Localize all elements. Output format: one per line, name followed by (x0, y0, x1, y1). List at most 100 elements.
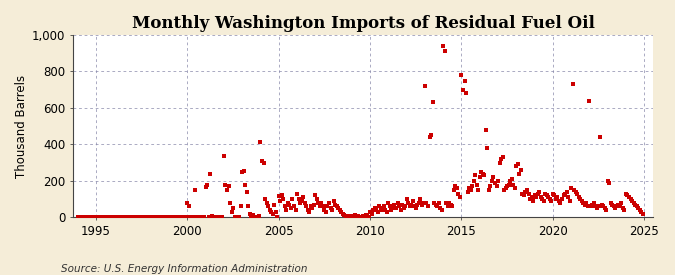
Point (188, 215, 199, 219)
Point (468, 179, 479, 183)
Point (194, 215, 205, 219)
Point (170, 215, 181, 219)
Point (130, 215, 141, 219)
Point (420, 84, 431, 88)
Point (340, 213, 351, 218)
Point (126, 215, 136, 219)
Point (213, 215, 223, 219)
Point (323, 200, 334, 205)
Point (205, 171, 215, 176)
Point (410, 206, 421, 210)
Point (487, 179, 497, 183)
Point (150, 215, 161, 219)
Point (113, 215, 124, 219)
Point (504, 182, 514, 187)
Point (198, 215, 209, 219)
Point (287, 197, 298, 201)
Point (356, 215, 367, 219)
Point (211, 215, 221, 219)
Point (404, 204, 415, 209)
Point (564, 199, 575, 203)
Point (572, 191, 583, 196)
Point (591, 206, 602, 210)
Point (448, 188, 459, 192)
Point (95, 215, 106, 219)
Point (497, 155, 508, 160)
Point (489, 180, 500, 185)
Point (508, 182, 518, 187)
Point (375, 206, 386, 210)
Point (331, 204, 342, 209)
Point (321, 210, 331, 214)
Point (249, 215, 260, 219)
Point (554, 199, 564, 203)
Point (86, 215, 97, 219)
Point (221, 188, 232, 192)
Point (608, 204, 619, 209)
Point (493, 179, 504, 183)
Point (369, 206, 380, 210)
Point (279, 204, 290, 209)
Point (583, 204, 593, 209)
Point (439, 49, 450, 54)
Point (555, 200, 566, 205)
Point (371, 208, 381, 212)
Point (182, 201, 193, 205)
Point (551, 197, 562, 201)
Point (607, 202, 618, 207)
Point (522, 188, 533, 192)
Point (97, 215, 107, 219)
Point (346, 213, 357, 218)
Point (308, 202, 319, 207)
Point (578, 200, 589, 205)
Point (223, 184, 234, 189)
Point (333, 206, 344, 210)
Point (441, 200, 452, 205)
Point (94, 215, 105, 219)
Point (444, 200, 455, 205)
Point (552, 195, 563, 199)
Point (626, 199, 637, 203)
Point (470, 173, 481, 178)
Point (118, 215, 129, 219)
Point (500, 186, 511, 190)
Point (602, 179, 613, 183)
Point (532, 191, 543, 196)
Point (220, 183, 231, 188)
Point (534, 190, 545, 194)
Point (344, 213, 354, 218)
Point (595, 135, 605, 139)
Point (460, 91, 471, 95)
Point (203, 215, 214, 219)
Point (579, 202, 590, 207)
Point (232, 215, 243, 219)
Point (329, 202, 340, 207)
Point (161, 215, 171, 219)
Point (482, 146, 493, 150)
Point (316, 200, 327, 205)
Point (510, 186, 520, 190)
Point (289, 204, 300, 209)
Point (380, 208, 391, 212)
Point (214, 215, 225, 219)
Point (517, 191, 528, 196)
Point (230, 215, 240, 219)
Point (269, 202, 279, 207)
Point (391, 206, 402, 210)
Point (424, 135, 435, 139)
Point (173, 215, 184, 219)
Point (362, 214, 373, 219)
Point (240, 182, 250, 187)
Text: Source: U.S. Energy Information Administration: Source: U.S. Energy Information Administ… (61, 264, 307, 274)
Point (109, 215, 119, 219)
Point (266, 210, 277, 214)
Point (186, 215, 197, 219)
Point (179, 215, 190, 219)
Point (185, 215, 196, 219)
Point (313, 200, 324, 205)
Point (255, 139, 266, 144)
Point (363, 215, 374, 219)
Point (237, 170, 248, 174)
Point (258, 160, 269, 165)
Point (605, 200, 616, 205)
